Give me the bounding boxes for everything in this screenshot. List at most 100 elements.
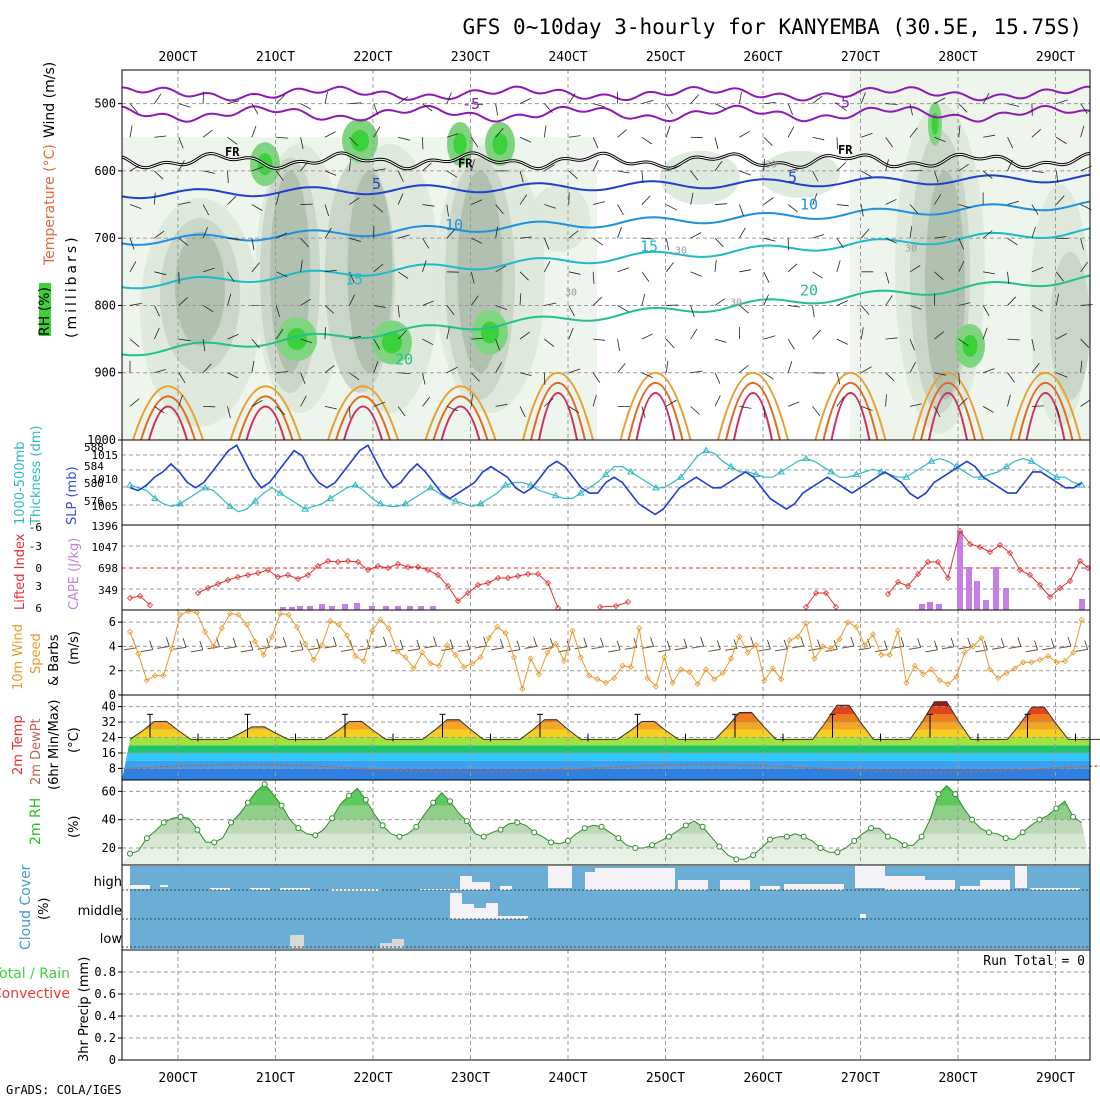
wind10m-marker bbox=[452, 651, 459, 658]
wind-barb bbox=[276, 232, 288, 239]
freezing-level-label: FR bbox=[225, 145, 240, 159]
wind10m-marker bbox=[552, 640, 559, 648]
wind-barb bbox=[300, 137, 304, 150]
wind10m-marker bbox=[836, 636, 843, 643]
wind-barb bbox=[714, 103, 726, 110]
wind-barb bbox=[324, 91, 328, 104]
cloud-cover-panel: high middle low Cloud Cover (%) bbox=[18, 864, 1091, 951]
wind10m-barb bbox=[357, 647, 370, 651]
near-surface-isotherm bbox=[432, 395, 489, 441]
wind10m-barb-tick bbox=[299, 640, 304, 650]
lifted-index-marker bbox=[234, 573, 242, 581]
cloud-low-clear bbox=[392, 939, 404, 948]
isotherm-minus5-upper bbox=[121, 85, 1091, 102]
precip-unit: 3hr Precip (mm) bbox=[77, 957, 92, 1062]
rh2m-marker bbox=[615, 835, 622, 842]
wind10m-barb bbox=[1008, 645, 1021, 649]
wind10m-barb bbox=[374, 645, 387, 649]
near-surface-isotherm bbox=[627, 381, 684, 441]
wind10m-barb bbox=[190, 649, 203, 653]
wind-barb bbox=[129, 103, 139, 114]
wind10m-marker bbox=[636, 625, 643, 632]
wind-barb bbox=[909, 265, 921, 273]
wind10m-marker bbox=[1045, 653, 1052, 660]
wind-barb bbox=[690, 94, 699, 104]
wind-barb bbox=[665, 125, 671, 138]
lifted-index-marker bbox=[474, 581, 482, 589]
wind-barb bbox=[982, 305, 990, 317]
minmax-label: (6hr Min/Max) bbox=[47, 700, 62, 790]
thickness-marker bbox=[226, 502, 235, 509]
top-date-tick: 20OCT bbox=[158, 50, 197, 65]
wind10m-barb bbox=[708, 648, 721, 652]
wind-barb bbox=[129, 261, 137, 273]
wind10m-marker bbox=[510, 654, 518, 661]
cloud-high-clear bbox=[160, 885, 168, 887]
wind10m-marker bbox=[803, 620, 810, 627]
wind-barb bbox=[275, 305, 280, 318]
wind10m-marker bbox=[285, 611, 292, 618]
wind10m-marker bbox=[377, 616, 384, 623]
wind-barb bbox=[958, 338, 969, 347]
lifted-index-marker bbox=[544, 579, 552, 587]
wind-barb bbox=[495, 305, 508, 310]
wind-barb bbox=[763, 102, 776, 105]
wind-barb bbox=[129, 238, 135, 250]
wind-barb bbox=[1007, 237, 1018, 246]
wind-barb bbox=[129, 398, 140, 407]
lifted-index-marker bbox=[904, 582, 912, 590]
cape-bar bbox=[1003, 588, 1009, 610]
wind-barb bbox=[812, 193, 818, 205]
wind-barb bbox=[812, 234, 825, 239]
cloud-high-clear bbox=[678, 880, 708, 890]
wind-barb bbox=[397, 406, 406, 417]
thickness-marker bbox=[652, 483, 660, 491]
wind-barb bbox=[738, 91, 742, 104]
top-date-tick: 23OCT bbox=[451, 50, 490, 65]
wind-barb bbox=[544, 238, 550, 250]
near-surface-isotherm bbox=[530, 381, 586, 441]
wind10m-barb bbox=[641, 645, 654, 649]
wind-barb bbox=[982, 230, 993, 239]
wind-barb bbox=[519, 170, 524, 183]
wind-barb bbox=[934, 136, 946, 143]
wind-barb bbox=[934, 331, 945, 340]
axis-tick-label: 20 bbox=[102, 841, 116, 855]
wind-barb bbox=[324, 131, 336, 138]
wind10m-marker bbox=[327, 617, 334, 624]
lifted-index-marker bbox=[294, 575, 302, 583]
wind10m-barb bbox=[224, 646, 237, 650]
axis-tick-label: 500 bbox=[94, 97, 116, 111]
wind10m-marker bbox=[460, 664, 467, 671]
wind-barb bbox=[592, 137, 599, 149]
wind10m-marker bbox=[811, 655, 818, 662]
wind-barb bbox=[203, 267, 215, 273]
wind10m-marker bbox=[677, 666, 685, 673]
wind-barb bbox=[860, 92, 866, 104]
thickness-marker bbox=[626, 467, 635, 475]
wind10m-barb bbox=[240, 649, 253, 653]
wind10m-barb-tick bbox=[166, 637, 170, 647]
lifted-index-marker bbox=[1046, 593, 1054, 601]
wind-barb bbox=[617, 204, 624, 216]
near-surface-isotherm bbox=[635, 392, 676, 441]
rh2m-marker bbox=[480, 833, 487, 840]
wind-barb bbox=[495, 265, 507, 273]
thickness-slp-panel: 576 580 584 588 1005 1010 1015 1000-500mb Thic… bbox=[13, 426, 1091, 526]
wind-barb bbox=[641, 136, 653, 145]
cloud-middle-clear bbox=[450, 893, 462, 919]
cloud-middle-clear bbox=[486, 903, 498, 919]
wind10m-marker bbox=[861, 642, 868, 649]
wind-barb bbox=[446, 92, 452, 104]
wind10m-marker bbox=[753, 642, 760, 649]
rh-legend-swatch bbox=[39, 283, 51, 336]
wind10m-marker bbox=[494, 623, 501, 631]
cape-tick: 698 bbox=[98, 562, 118, 575]
rh2m-marker bbox=[295, 825, 302, 832]
wind-barb bbox=[1031, 204, 1039, 215]
wind10m-marker bbox=[352, 653, 359, 660]
rh2m-marker bbox=[160, 819, 167, 826]
wind-barb bbox=[787, 204, 798, 213]
rh-legend-label: RH (%) bbox=[37, 287, 53, 336]
cloud-row-label: high bbox=[94, 875, 122, 890]
